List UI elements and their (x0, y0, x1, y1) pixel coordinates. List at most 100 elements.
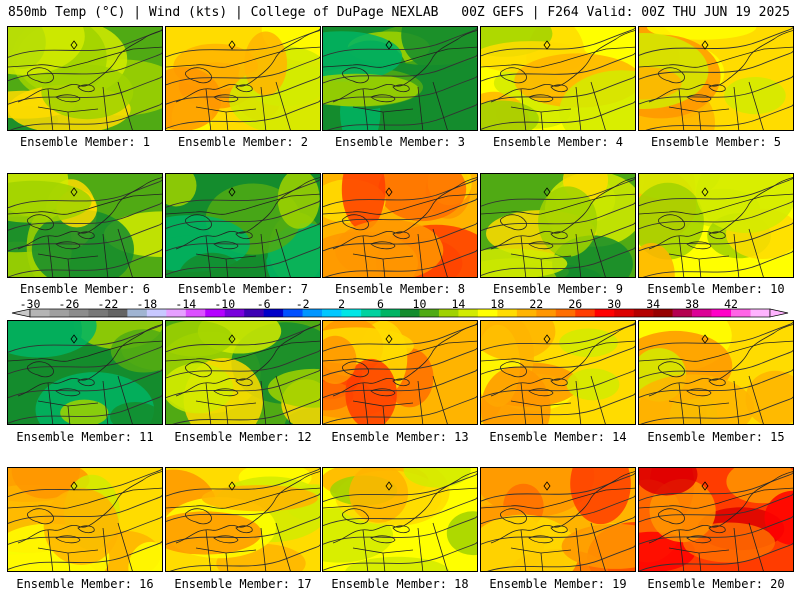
coastline (332, 324, 477, 397)
us-canada-border (323, 46, 477, 68)
us-canada-border (481, 46, 635, 68)
contour-line (639, 321, 793, 351)
us-canada-border (481, 193, 635, 215)
great-lakes-outline (500, 67, 568, 103)
temperature-field-map (639, 321, 793, 424)
contour-line (639, 75, 793, 105)
temperature-field-map (8, 321, 162, 424)
temperature-field-map (323, 468, 477, 571)
diamond-marker-icon (543, 40, 551, 50)
colorbar-segment (30, 309, 50, 317)
colorbar-segment (283, 309, 303, 317)
contour-line (323, 369, 477, 398)
colorbar-segment (146, 309, 167, 317)
diamond-marker-icon (543, 334, 551, 344)
diamond-marker-icon (228, 40, 236, 50)
colorbar-tick-label: -26 (58, 297, 80, 311)
us-canada-border (481, 340, 635, 362)
colorbar-tick-label: 22 (529, 297, 544, 311)
contour-line (8, 248, 162, 277)
contour-line (639, 27, 793, 56)
contour-line (639, 50, 793, 80)
diamond-marker-icon (228, 187, 236, 197)
temperature-field-map (481, 27, 635, 130)
state-borders (352, 375, 448, 424)
temperature-field-map (481, 321, 635, 424)
coastline (648, 471, 793, 544)
contour-line (639, 515, 793, 545)
coastline (648, 30, 793, 103)
coastline (332, 471, 477, 544)
ensemble-map-panel (638, 320, 794, 425)
contour-line (323, 54, 477, 84)
great-lakes-outline (500, 361, 568, 397)
ensemble-member-label: Ensemble Member: 4 (492, 135, 624, 149)
diamond-marker-icon (385, 187, 393, 197)
colorbar-tick-label: 26 (568, 297, 583, 311)
great-lakes-outline (342, 214, 410, 250)
colorbar-segment (380, 309, 401, 317)
ensemble-member-label: Ensemble Member: 11 (16, 430, 154, 444)
ensemble-member-label: Ensemble Member: 9 (492, 282, 624, 296)
contour-line (640, 396, 793, 424)
contour-line (481, 52, 635, 82)
ensemble-map-panel (638, 467, 794, 572)
state-borders (195, 375, 291, 424)
contour-line (481, 202, 635, 232)
great-lakes-outline (27, 508, 95, 544)
contour-line (639, 200, 793, 230)
colorbar-segment (731, 309, 751, 317)
contour-line (166, 468, 320, 497)
colorbar-segment (575, 309, 596, 317)
contour-line (166, 493, 320, 522)
contour-line (323, 473, 477, 503)
coastline (490, 324, 635, 397)
state-borders (37, 375, 133, 424)
contour-line (481, 27, 635, 57)
contour-line (323, 347, 477, 377)
contour-line (639, 177, 793, 207)
temperature-field-map (166, 27, 320, 130)
ensemble-map-panel (480, 173, 636, 278)
contour-line (8, 75, 162, 105)
diamond-marker-icon (70, 334, 78, 344)
contour-line (481, 368, 635, 398)
great-lakes-outline (342, 67, 410, 103)
state-borders (37, 228, 133, 277)
contour-line (481, 345, 635, 375)
coastline (175, 177, 320, 250)
colorbar-tick-label: 14 (451, 297, 466, 311)
colorbar-segment (438, 309, 459, 317)
run-valid-time: 00Z GEFS | F264 Valid: 00Z THU JUN 19 20… (461, 5, 790, 20)
ensemble-map-panel (322, 467, 478, 572)
ensemble-map-panel (638, 26, 794, 131)
colorbar-segment (361, 309, 381, 317)
great-lakes-outline (185, 214, 253, 250)
contour-line (481, 322, 635, 352)
great-lakes-outline (185, 67, 253, 103)
contour-line (643, 250, 793, 277)
colorbar-segment (322, 309, 342, 317)
us-canada-border (8, 340, 162, 362)
ensemble-member-label: Ensemble Member: 10 (647, 282, 785, 296)
state-borders (37, 522, 133, 571)
ensemble-map-panel (165, 467, 321, 572)
ensemble-map-panel (480, 320, 636, 425)
contour-line (639, 493, 793, 523)
diamond-marker-icon (701, 187, 709, 197)
ensemble-map-panel (322, 320, 478, 425)
contour-line (323, 27, 477, 57)
ensemble-member-label: Ensemble Member: 18 (331, 577, 469, 591)
diamond-marker-icon (701, 481, 709, 491)
ensemble-member-label: Ensemble Member: 17 (174, 577, 312, 591)
contour-line (323, 75, 477, 105)
colorbar-segment (419, 309, 440, 317)
colorbar-segment (88, 309, 109, 317)
colorbar-segment (692, 309, 712, 317)
colorbar-tick-label: -2 (295, 297, 310, 311)
colorbar-segment (205, 309, 226, 317)
great-lakes-outline (185, 361, 253, 397)
great-lakes-outline (27, 214, 95, 250)
diamond-marker-icon (543, 187, 551, 197)
contour-line (487, 545, 635, 571)
